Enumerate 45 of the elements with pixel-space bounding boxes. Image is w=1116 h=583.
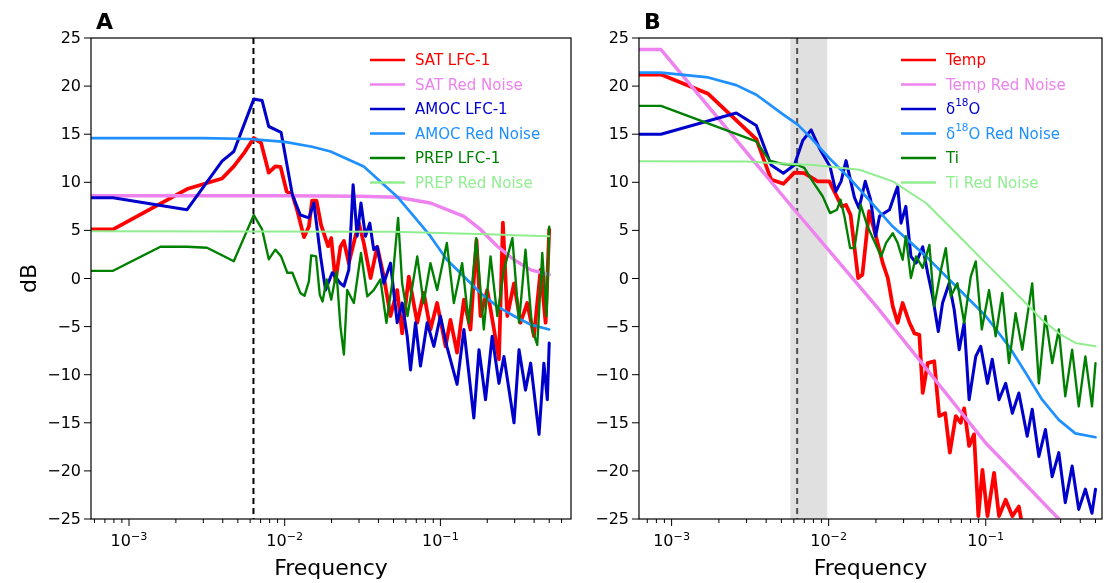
- y-tick-label: 0: [70, 268, 81, 287]
- legend-label: AMOC Red Noise: [415, 124, 541, 142]
- y-tick-label: 15: [60, 123, 81, 143]
- y-tick-label: 25: [608, 27, 629, 47]
- y-axis-title: dB: [16, 263, 41, 294]
- legend-label: Temp Red Noise: [945, 75, 1066, 93]
- y-tick-label: 15: [608, 123, 629, 143]
- legend-label: δ$^{18}$O: [946, 96, 981, 118]
- y-tick-label: 10: [608, 171, 629, 191]
- legend-label: Ti Red Noise: [945, 173, 1039, 191]
- y-tick-label: 5: [618, 219, 629, 239]
- y-tick-label: −25: [595, 508, 629, 528]
- chart-title: B: [644, 9, 661, 34]
- y-tick-label: −15: [47, 412, 81, 432]
- y-tick-label: 5: [70, 219, 81, 239]
- legend-label: SAT LFC-1: [415, 50, 491, 69]
- x-tick-label: 10$^{−2}$: [266, 529, 304, 550]
- y-tick-label: 20: [60, 75, 81, 95]
- y-tick-label: −10: [595, 364, 629, 384]
- legend-label: Ti: [945, 148, 959, 167]
- legend-label: SAT Red Noise: [415, 75, 523, 93]
- x-tick-label: 10$^{−1}$: [967, 529, 1005, 550]
- x-tick-label: 10$^{−3}$: [110, 529, 148, 550]
- legend-label: AMOC LFC-1: [415, 99, 508, 118]
- y-tick-label: −15: [595, 412, 629, 432]
- x-tick-label: 10$^{−3}$: [653, 529, 691, 550]
- x-tick-label: 10$^{−1}$: [421, 529, 459, 550]
- x-tick-label: 10$^{−2}$: [810, 529, 848, 550]
- y-tick-label: −5: [605, 316, 629, 336]
- y-tick-label: −10: [47, 364, 81, 384]
- y-tick-label: −20: [47, 460, 81, 480]
- legend-label: Temp: [945, 50, 986, 69]
- legend-label: PREP Red Noise: [415, 173, 533, 191]
- x-axis-title: Frequency: [274, 555, 388, 580]
- y-tick-label: −20: [595, 460, 629, 480]
- chart-title: A: [96, 9, 114, 34]
- y-tick-label: 10: [60, 171, 81, 191]
- y-tick-label: 25: [60, 27, 81, 47]
- legend-label: δ$^{18}$O Red Noise: [946, 120, 1061, 142]
- y-tick-label: 0: [618, 268, 629, 287]
- y-tick-label: −5: [57, 316, 81, 336]
- y-tick-label: 20: [608, 75, 629, 95]
- legend-label: PREP LFC-1: [415, 148, 501, 167]
- x-axis-title: Frequency: [813, 555, 928, 580]
- y-tick-label: −25: [47, 508, 81, 528]
